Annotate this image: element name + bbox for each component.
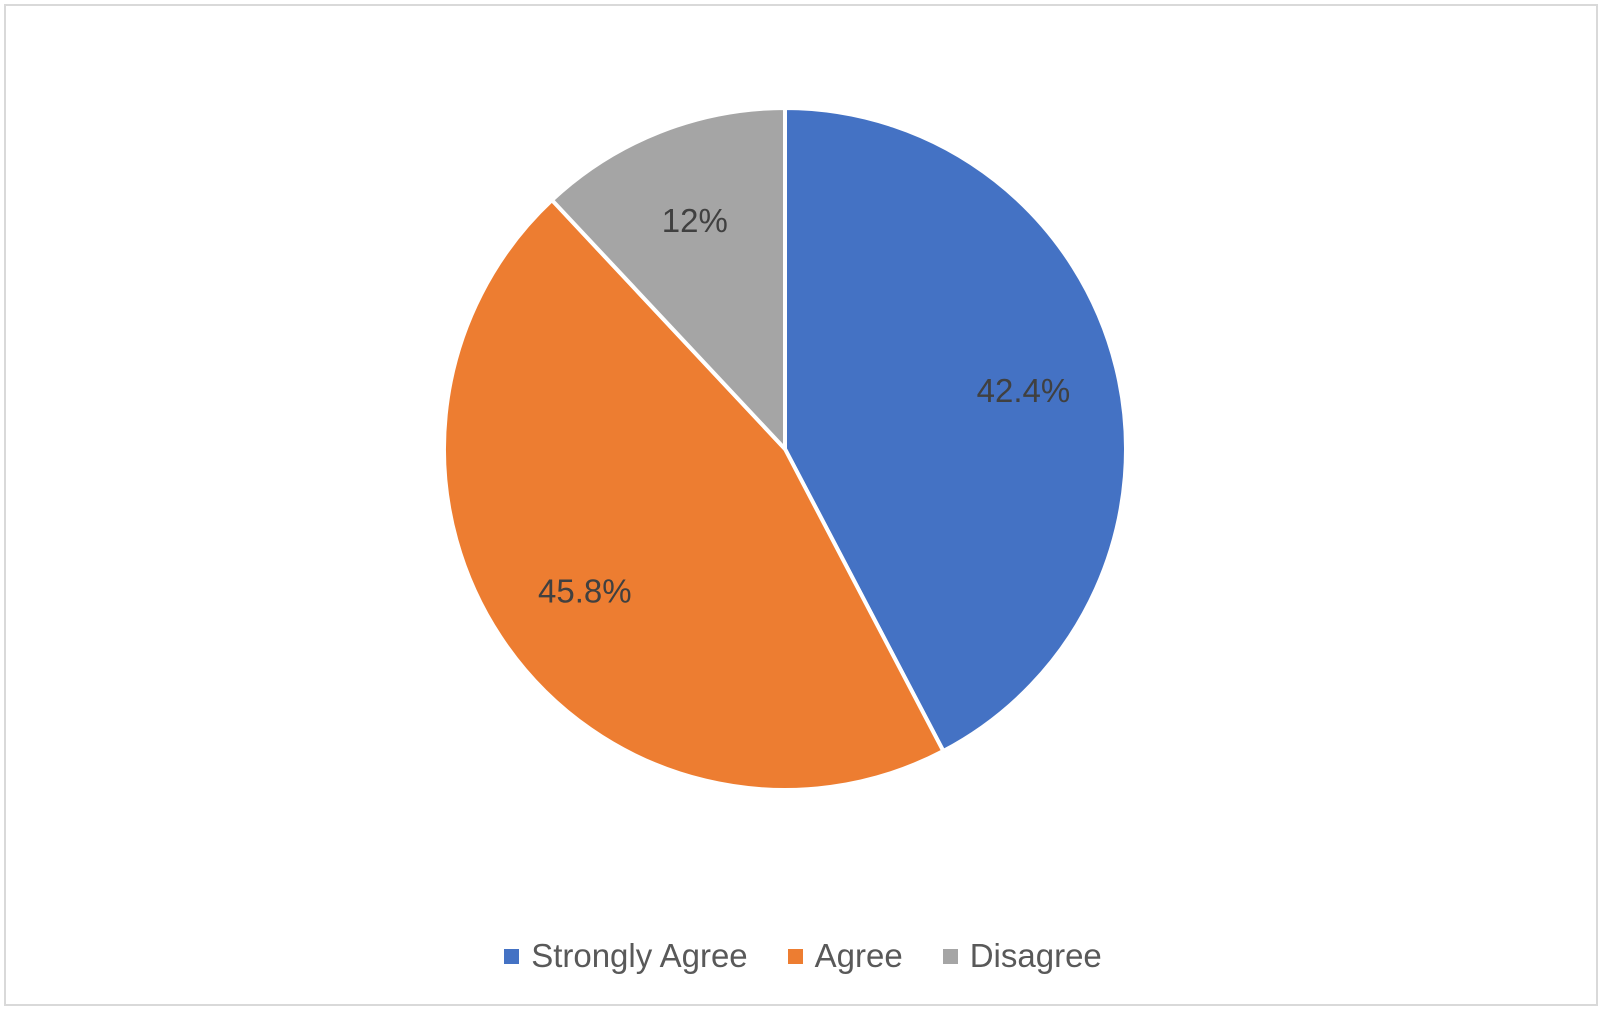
legend-item-strongly-agree[interactable]: Strongly Agree bbox=[504, 937, 748, 975]
pie-data-labels: 42.4% 45.8% 12% bbox=[538, 202, 1070, 610]
legend-label-strongly-agree: Strongly Agree bbox=[531, 937, 748, 974]
pie-slice-agree[interactable] bbox=[442, 198, 946, 792]
pie-chart: 42.4% 45.8% 12% bbox=[442, 106, 1128, 792]
legend-item-disagree[interactable]: Disagree bbox=[942, 937, 1102, 975]
chart-frame: 42.4% 45.8% 12% Strongly Agree Agree Disag… bbox=[4, 4, 1598, 1006]
legend-label-agree: Agree bbox=[814, 937, 903, 974]
data-label-disagree: 12% bbox=[662, 202, 728, 239]
legend-label-disagree: Disagree bbox=[969, 937, 1102, 974]
pie-slice-disagree[interactable] bbox=[549, 106, 787, 451]
legend-swatch-agree bbox=[787, 948, 803, 964]
pie-slice-strongly-agree[interactable] bbox=[783, 106, 1128, 754]
legend-swatch-disagree bbox=[942, 948, 958, 964]
data-label-agree: 45.8% bbox=[538, 573, 632, 610]
legend: Strongly Agree Agree Disagree bbox=[6, 931, 1600, 981]
legend-item-agree[interactable]: Agree bbox=[787, 937, 903, 975]
data-label-strongly-agree: 42.4% bbox=[977, 372, 1071, 409]
legend-swatch-strongly-agree bbox=[504, 948, 520, 964]
pie-slices bbox=[442, 106, 1128, 792]
